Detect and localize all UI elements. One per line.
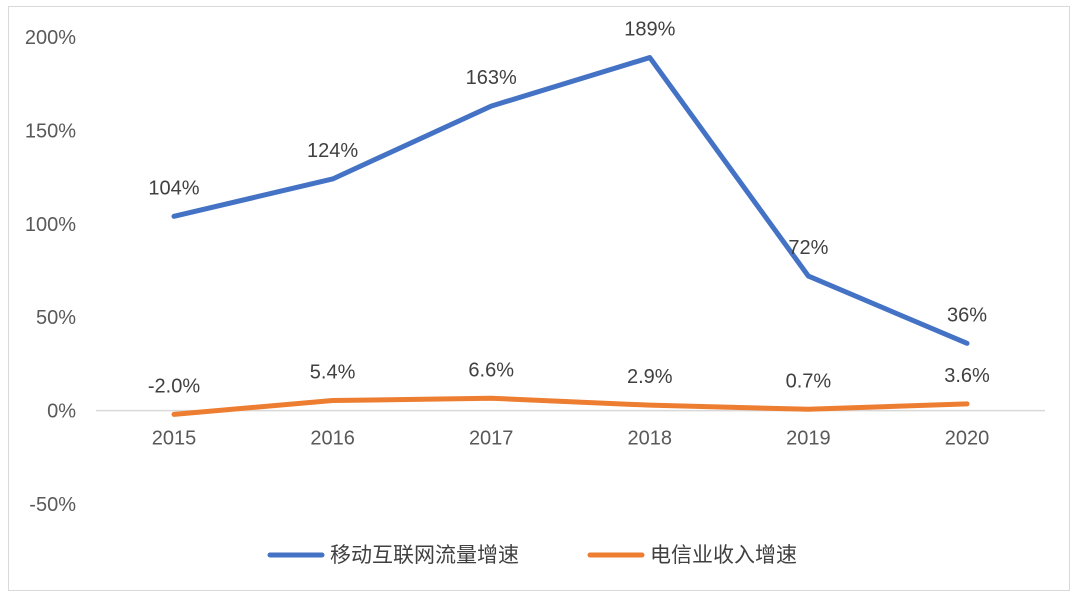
x-tick-label: 2020 <box>945 428 990 450</box>
x-tick-label: 2019 <box>786 428 831 450</box>
y-axis-tick-labels: -50% 0% 50% 100% 150% 200% <box>25 27 76 516</box>
series-lines <box>171 55 970 417</box>
data-label: 0.7% <box>786 370 832 392</box>
y-tick-label: 0% <box>47 401 76 423</box>
data-label: 6.6% <box>468 359 514 381</box>
series-line-2 <box>171 395 970 417</box>
data-label: 163% <box>466 67 517 89</box>
x-axis-tick-labels: 2015 2016 2017 2018 2019 2020 <box>152 428 990 450</box>
y-tick-label: 100% <box>25 214 76 236</box>
legend-label: 移动互联网流量增速 <box>330 544 519 567</box>
y-tick-label: 200% <box>25 27 76 49</box>
data-labels: 104% 124% 163% 189% 72% 36% -2.0% 5.4% 6.6% 2.9% 0… <box>148 19 990 398</box>
y-tick-label: -50% <box>29 494 76 516</box>
data-label: -2.0% <box>148 375 200 397</box>
x-tick-label: 2015 <box>152 428 197 450</box>
x-tick-label: 2016 <box>310 428 355 450</box>
data-label: 2.9% <box>627 366 673 388</box>
x-tick-label: 2018 <box>628 428 673 450</box>
legend: 移动互联网流量增速 电信业收入增速 <box>267 544 797 567</box>
chart-frame <box>8 6 1070 591</box>
legend-label: 电信业收入增速 <box>650 544 797 567</box>
data-label: 72% <box>788 237 828 259</box>
data-label: 3.6% <box>944 365 990 387</box>
y-tick-label: 150% <box>25 120 76 142</box>
data-label: 5.4% <box>310 362 356 384</box>
series-line-1 <box>171 55 970 346</box>
data-label: 104% <box>148 177 199 199</box>
x-tick-label: 2017 <box>469 428 514 450</box>
data-label: 189% <box>624 19 675 41</box>
data-label: 36% <box>947 304 987 326</box>
y-tick-label: 50% <box>36 307 76 329</box>
data-label: 124% <box>307 140 358 162</box>
